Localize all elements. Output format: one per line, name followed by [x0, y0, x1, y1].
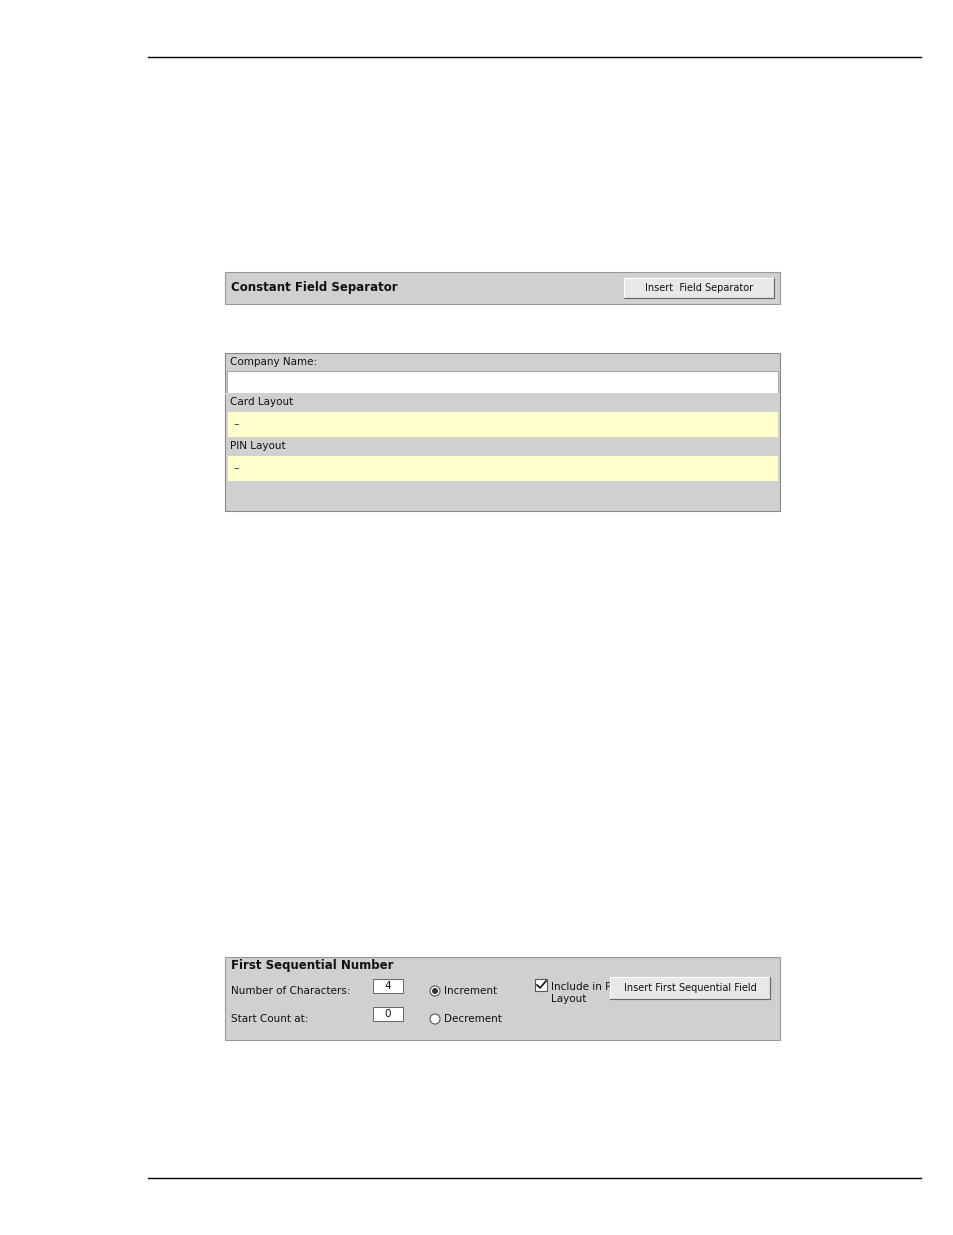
- Text: Number of Characters:: Number of Characters:: [231, 986, 350, 995]
- Bar: [225, 272, 780, 304]
- Text: Constant Field Separator: Constant Field Separator: [231, 282, 397, 294]
- Bar: [373, 979, 402, 993]
- Circle shape: [430, 986, 439, 995]
- Text: –: –: [233, 463, 238, 473]
- Bar: [227, 370, 778, 393]
- Bar: [227, 454, 778, 480]
- Text: Insert  Field Separator: Insert Field Separator: [644, 283, 752, 293]
- Bar: [225, 957, 780, 1040]
- Circle shape: [430, 1014, 439, 1024]
- Text: Insert First Sequential Field: Insert First Sequential Field: [623, 983, 756, 993]
- Bar: [535, 979, 546, 990]
- Text: Include in PIN
Layout: Include in PIN Layout: [551, 982, 621, 1004]
- Text: First Sequential Number: First Sequential Number: [231, 958, 393, 972]
- Bar: [225, 353, 780, 511]
- Text: 0: 0: [384, 1009, 391, 1019]
- Bar: [225, 393, 780, 395]
- Bar: [373, 1007, 402, 1021]
- Text: Card Layout: Card Layout: [230, 396, 293, 408]
- Bar: [227, 411, 778, 437]
- Text: PIN Layout: PIN Layout: [230, 441, 285, 451]
- Text: Start Count at:: Start Count at:: [231, 1014, 308, 1024]
- Text: 4: 4: [384, 981, 391, 990]
- Text: Company Name:: Company Name:: [230, 357, 316, 367]
- Text: –: –: [233, 419, 238, 429]
- Text: Decrement: Decrement: [443, 1014, 501, 1024]
- Bar: [609, 977, 769, 999]
- Bar: [623, 278, 773, 298]
- Circle shape: [432, 988, 437, 994]
- Text: Increment: Increment: [443, 986, 497, 995]
